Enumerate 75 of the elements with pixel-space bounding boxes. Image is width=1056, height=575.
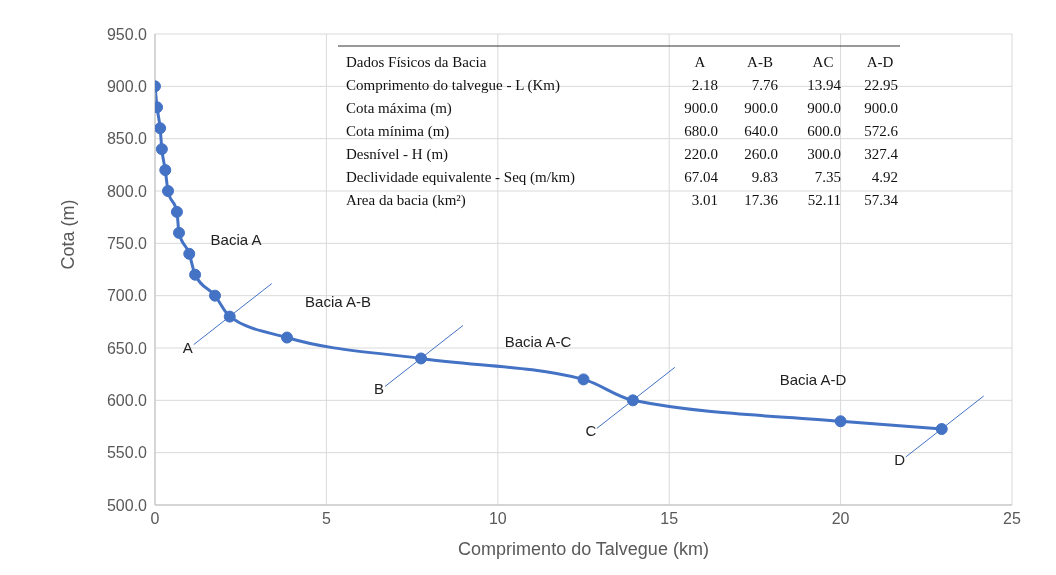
annotation: 327.4 <box>864 146 899 163</box>
point <box>159 164 172 177</box>
annotation: 57.34 <box>864 192 899 209</box>
annotation: 220.0 <box>684 146 718 163</box>
point <box>189 268 202 281</box>
y-tick-label: 650.0 <box>106 339 148 357</box>
y-tick-label: 500.0 <box>106 496 148 514</box>
annotation: 67.04 <box>684 169 719 186</box>
x-tick-label: 25 <box>1003 510 1021 528</box>
annotation: 52.11 <box>807 192 841 209</box>
y-tick-label: 600.0 <box>106 392 148 410</box>
x-tick-label: 5 <box>321 510 331 528</box>
annotation: 7.35 <box>814 169 841 186</box>
annotation: 900.0 <box>864 100 898 117</box>
annotation: 2.18 <box>691 77 718 94</box>
annotation: 900.0 <box>684 100 718 117</box>
x-tick-label: 15 <box>660 510 679 528</box>
point <box>208 289 221 302</box>
annotation: 260.0 <box>744 146 778 163</box>
annotation: D <box>894 450 906 468</box>
annotation: Area da bacia (km²) <box>346 192 466 210</box>
point <box>834 415 847 428</box>
annotation: 13.94 <box>807 77 842 94</box>
annotation: 300.0 <box>807 146 841 163</box>
annotation: Declividade equivalente - Seq (m/km) <box>346 169 576 187</box>
annotation: Cota mínima (m) <box>346 123 450 141</box>
annotation: A-D <box>866 54 894 71</box>
annotation: 640.0 <box>744 123 778 140</box>
y-tick-label: 550.0 <box>106 444 148 462</box>
annotation: Bacia A-C <box>504 332 572 350</box>
y-tick-label: 750.0 <box>106 235 148 253</box>
annotation: Bacia A <box>210 230 262 248</box>
annotation: Bacia A-D <box>779 370 847 388</box>
y-tick-label: 850.0 <box>106 130 148 148</box>
point <box>170 205 183 218</box>
annotation: 900.0 <box>744 100 778 117</box>
x-tick-label: 10 <box>488 510 507 528</box>
y-tick-label: 950.0 <box>106 25 148 43</box>
point <box>183 247 196 260</box>
annotation: Comprimento do talvegue - L (Km) <box>346 77 560 95</box>
annotation: 4.92 <box>871 169 898 186</box>
point <box>935 423 948 436</box>
annotation: 900.0 <box>807 100 841 117</box>
y-tick-label: 900.0 <box>106 78 148 96</box>
annotation: A <box>182 338 193 356</box>
x-tick-label: 0 <box>150 510 160 528</box>
y-tick-label: 800.0 <box>106 182 148 200</box>
annotation: Dados Físicos da Bacia <box>346 54 487 71</box>
point <box>626 394 639 407</box>
point <box>155 122 167 135</box>
annotation: 22.95 <box>864 77 898 94</box>
annotation: 7.76 <box>751 77 779 94</box>
annotation: 572.6 <box>864 123 899 140</box>
point <box>173 226 185 239</box>
annotation: Bacia A-B <box>305 292 371 310</box>
y-axis-title: Cota (m) <box>58 199 79 270</box>
annotation: 9.83 <box>751 169 778 186</box>
annotation: 3.01 <box>691 192 718 209</box>
annotation: 17.36 <box>744 192 779 209</box>
point <box>577 373 590 386</box>
annotation: Desnível - H (m) <box>346 146 449 164</box>
annotation: C <box>585 422 597 440</box>
annotation: B <box>374 380 385 398</box>
annotation: 600.0 <box>807 123 841 140</box>
annotation: 680.0 <box>684 123 718 140</box>
point <box>162 185 175 197</box>
annotation: AC <box>812 54 834 71</box>
annotation: A <box>694 54 706 71</box>
point <box>280 331 293 344</box>
y-tick-label: 700.0 <box>106 287 148 305</box>
annotation: Cota máxima (m) <box>346 100 452 118</box>
x-tick-label: 20 <box>831 510 850 528</box>
annotation: A-B <box>747 54 773 71</box>
x-axis-title: Comprimento do Talvegue (km) <box>458 539 709 559</box>
point <box>155 143 168 156</box>
